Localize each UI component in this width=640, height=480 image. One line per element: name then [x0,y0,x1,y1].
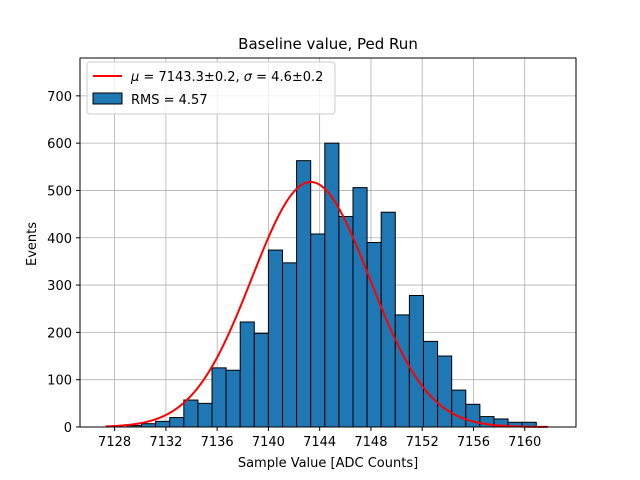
y-tick-label: 300 [47,279,72,294]
legend-mu-symbol: μ [130,70,139,85]
x-tick-label: 7144 [303,435,336,450]
legend-sigma-symbol: σ [244,70,253,85]
y-tick-label: 500 [47,184,72,199]
x-axis-ticks: 7128 7132 7136 7140 7144 7148 7152 7156 7160 [98,427,541,450]
x-tick-label: 7156 [457,435,490,450]
x-tick-label: 7148 [354,435,387,450]
legend-box [86,61,336,115]
y-axis-label: Events [25,222,40,266]
gaussian-fit [105,180,548,428]
histogram-bar [352,187,368,428]
x-tick-label: 7136 [201,435,234,450]
y-tick-label: 600 [47,137,72,152]
x-tick-label: 7160 [508,435,541,450]
histogram-bar [451,389,467,428]
histogram-bar [197,402,213,428]
histogram-bar [267,249,284,428]
fit-curve [105,180,548,428]
histogram-bar [394,314,410,428]
histogram-bar [169,417,185,428]
legend-hist-swatch [92,92,123,105]
legend-sigma-value: = 4.6±0.2 [252,70,323,85]
histogram-bar [422,340,439,428]
y-axis-ticks: 0 100 200 300 400 500 600 700 [47,90,80,436]
histogram-bar [225,369,241,428]
x-tick-label: 7132 [149,435,182,450]
histogram-bar [296,160,312,428]
y-tick-label: 200 [47,326,72,341]
legend: μ = 7143.3±0.2, σ = 4.6±0.2 RMS = 4.57 [86,61,336,115]
y-tick-label: 100 [47,374,72,389]
histogram-bar [183,399,199,428]
x-tick-label: 7152 [406,435,439,450]
histogram-bar [380,211,396,428]
histogram-bar [366,242,382,428]
histogram-bar [310,233,326,428]
histogram-bar [408,294,424,428]
x-tick-label: 7140 [252,435,285,450]
y-tick-label: 400 [47,232,72,247]
histogram-bar [239,321,255,428]
x-tick-label: 7128 [98,435,131,450]
legend-hist-label: RMS = 4.57 [131,93,208,108]
plot-frame [79,57,577,428]
x-axis-label: Sample Value [ADC Counts] [238,456,418,471]
legend-mu-value: = 7143.3±0.2, [139,70,243,85]
histogram-bar [155,420,171,428]
histogram-bar [253,332,269,428]
histogram-bar [324,142,340,428]
chart-title: Baseline value, Ped Run [238,35,418,53]
y-tick-label: 0 [64,421,72,436]
histogram-bar [338,215,354,428]
histogram-bar [211,367,227,428]
histogram-bar [437,355,453,428]
legend-fit-label: μ = 7143.3±0.2, σ = 4.6±0.2 [130,70,323,85]
histogram-bar [282,262,298,428]
y-tick-label: 700 [47,90,72,105]
